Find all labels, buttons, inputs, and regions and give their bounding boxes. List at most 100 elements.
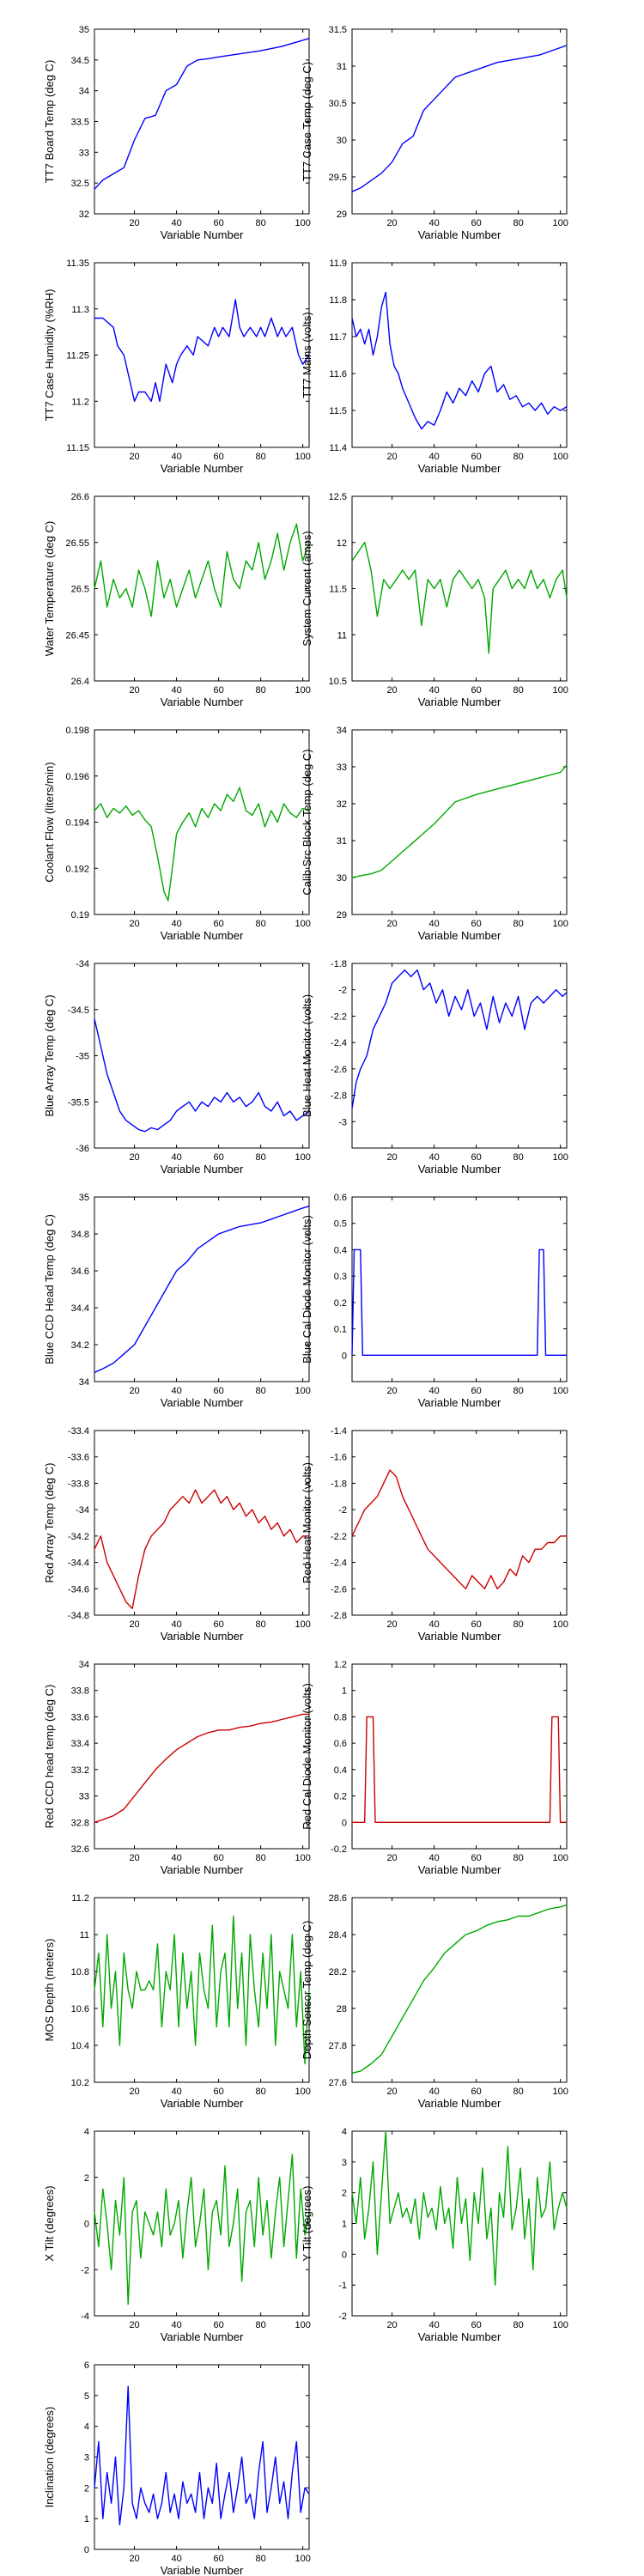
x-tick-label: 20 (129, 2320, 139, 2330)
plot-frame (94, 2130, 310, 2317)
x-tick-label: 20 (386, 218, 397, 228)
y-tick-label: -1.4 (331, 1426, 347, 1437)
x-tick-label: 60 (213, 685, 223, 696)
y-axis-label: MOS Depth (meters) (43, 1939, 56, 2042)
y-tick-label: 31 (337, 836, 347, 847)
x-tick-label: 40 (171, 1853, 181, 1863)
y-tick-label: -2.2 (331, 1532, 347, 1542)
chart-panel: 20 40 60 80 100 -3 -2.8 -2.6 -2.4 -2.2 -2 -1.8 Varia… (301, 959, 568, 1176)
y-tick-label: 35 (79, 25, 89, 35)
y-tick-label: 10.2 (71, 2078, 89, 2088)
x-tick-label: 40 (171, 452, 181, 462)
y-axis-label: Inclination (degrees) (43, 2407, 56, 2508)
y-axis-label: TT7 Mains (volts) (301, 312, 313, 398)
x-tick-label: 20 (129, 685, 139, 696)
y-tick-label: -3 (338, 1117, 347, 1127)
series-line (351, 45, 568, 192)
plot-frame (94, 1897, 310, 2083)
plot-frame (94, 1196, 310, 1382)
series-line (94, 787, 310, 902)
x-tick-label: 100 (295, 1152, 310, 1163)
y-tick-label: 0.2 (334, 1298, 347, 1309)
x-tick-label: 80 (513, 685, 524, 696)
x-axis-label: Variable Number (418, 696, 501, 708)
chart-panel: 20 40 60 80 100 -4 -2 0 2 4 Variable Number X Tilt … (43, 2127, 311, 2343)
y-tick-label: -34.2 (68, 1532, 89, 1542)
x-tick-label: 100 (295, 452, 310, 462)
y-tick-label: 34.4 (71, 1303, 89, 1314)
x-tick-label: 20 (129, 1152, 139, 1163)
x-tick-label: 100 (295, 2320, 310, 2330)
plot-frame (94, 262, 310, 448)
y-tick-label: 0.194 (65, 818, 89, 829)
y-tick-label: 0.6 (334, 1739, 347, 1749)
y-tick-label: -33.4 (68, 1426, 89, 1437)
x-tick-label: 20 (129, 218, 139, 228)
y-tick-label: -1 (338, 2281, 347, 2291)
series-line (94, 1489, 309, 1610)
y-tick-label: -34.4 (68, 1558, 89, 1569)
y-tick-label: 11.35 (66, 258, 89, 269)
x-tick-label: 60 (213, 1853, 223, 1863)
x-tick-label: 40 (171, 1386, 181, 1396)
y-tick-label: 0.4 (334, 1245, 347, 1255)
x-tick-label: 60 (213, 1386, 223, 1396)
x-tick-label: 100 (552, 218, 568, 228)
x-tick-label: 20 (129, 2087, 139, 2097)
chart-panel: 20 40 60 80 100 32 32.5 33 33.5 34 34.5 35 Variable … (43, 25, 311, 241)
x-tick-label: 100 (552, 452, 568, 462)
y-tick-label: 34 (79, 1660, 89, 1670)
plot-frame (94, 1663, 310, 1850)
y-tick-label: 33.4 (71, 1739, 89, 1749)
y-tick-label: 0.198 (65, 726, 89, 736)
plot-frame (351, 1663, 568, 1850)
y-tick-label: 6 (84, 2360, 89, 2371)
y-tick-label: 0.19 (71, 910, 89, 920)
chart-panel: 20 40 60 80 100 11.15 11.2 11.25 11.3 11.35 Variab… (43, 258, 311, 475)
y-tick-label: 10.6 (71, 2004, 89, 2014)
x-tick-label: 20 (386, 1386, 397, 1396)
x-tick-label: 100 (552, 1619, 568, 1630)
x-tick-label: 80 (256, 1853, 266, 1863)
y-tick-label: 0 (342, 2250, 347, 2260)
x-axis-label: Variable Number (161, 1163, 244, 1176)
y-tick-label: 0.2 (334, 1792, 347, 1802)
x-tick-label: 80 (256, 2554, 266, 2564)
x-tick-label: 80 (513, 452, 524, 462)
y-tick-label: 27.8 (329, 2041, 347, 2051)
plot-frame (351, 28, 568, 215)
series-line (351, 291, 568, 430)
x-tick-label: 60 (471, 919, 481, 929)
y-tick-label: 35 (79, 1193, 89, 1203)
x-tick-label: 100 (295, 1853, 310, 1863)
y-tick-label: 11.5 (329, 585, 347, 595)
x-tick-label: 40 (428, 2087, 439, 2097)
y-tick-label: 12 (337, 538, 347, 549)
x-tick-label: 20 (386, 919, 397, 929)
y-tick-label: 2 (84, 2483, 89, 2494)
y-tick-label: -2.4 (331, 1558, 347, 1569)
x-tick-label: 80 (256, 685, 266, 696)
x-tick-label: 40 (171, 685, 181, 696)
x-axis-label: Variable Number (418, 2097, 501, 2110)
y-axis-label: TT7 Board Temp (deg C) (43, 60, 56, 184)
y-tick-label: -34 (76, 1505, 89, 1516)
x-axis-label: Variable Number (418, 929, 501, 942)
x-tick-label: 40 (428, 2320, 439, 2330)
y-tick-label: 3 (342, 2158, 347, 2168)
series-line (94, 2154, 310, 2306)
y-tick-label: 32 (79, 210, 89, 220)
chart-panel: 20 40 60 80 100 26.4 26.45 26.5 26.55 26.6 Variabl… (43, 492, 311, 708)
plot-frame (94, 28, 310, 215)
y-axis-label: Red Array Temp (deg C) (43, 1463, 56, 1583)
y-tick-label: -33.6 (68, 1453, 89, 1463)
y-tick-label: 1.2 (334, 1660, 347, 1670)
x-tick-label: 60 (213, 2087, 223, 2097)
y-tick-label: 26.6 (71, 492, 89, 502)
y-tick-label: 11 (337, 630, 347, 641)
y-tick-label: -2.4 (331, 1038, 347, 1048)
chart-panel: 20 40 60 80 100 27.6 27.8 28 28.2 28.4 28.6 Variabl… (301, 1893, 568, 2110)
chart-panel: 20 40 60 80 100 -2.8 -2.6 -2.4 -2.2 -2 -1.8 -1.6 -1.… (301, 1426, 568, 1643)
chart-panel: 20 40 60 80 100 -2 -1 0 1 2 3 4 Variable Number Y Til… (301, 2127, 568, 2343)
